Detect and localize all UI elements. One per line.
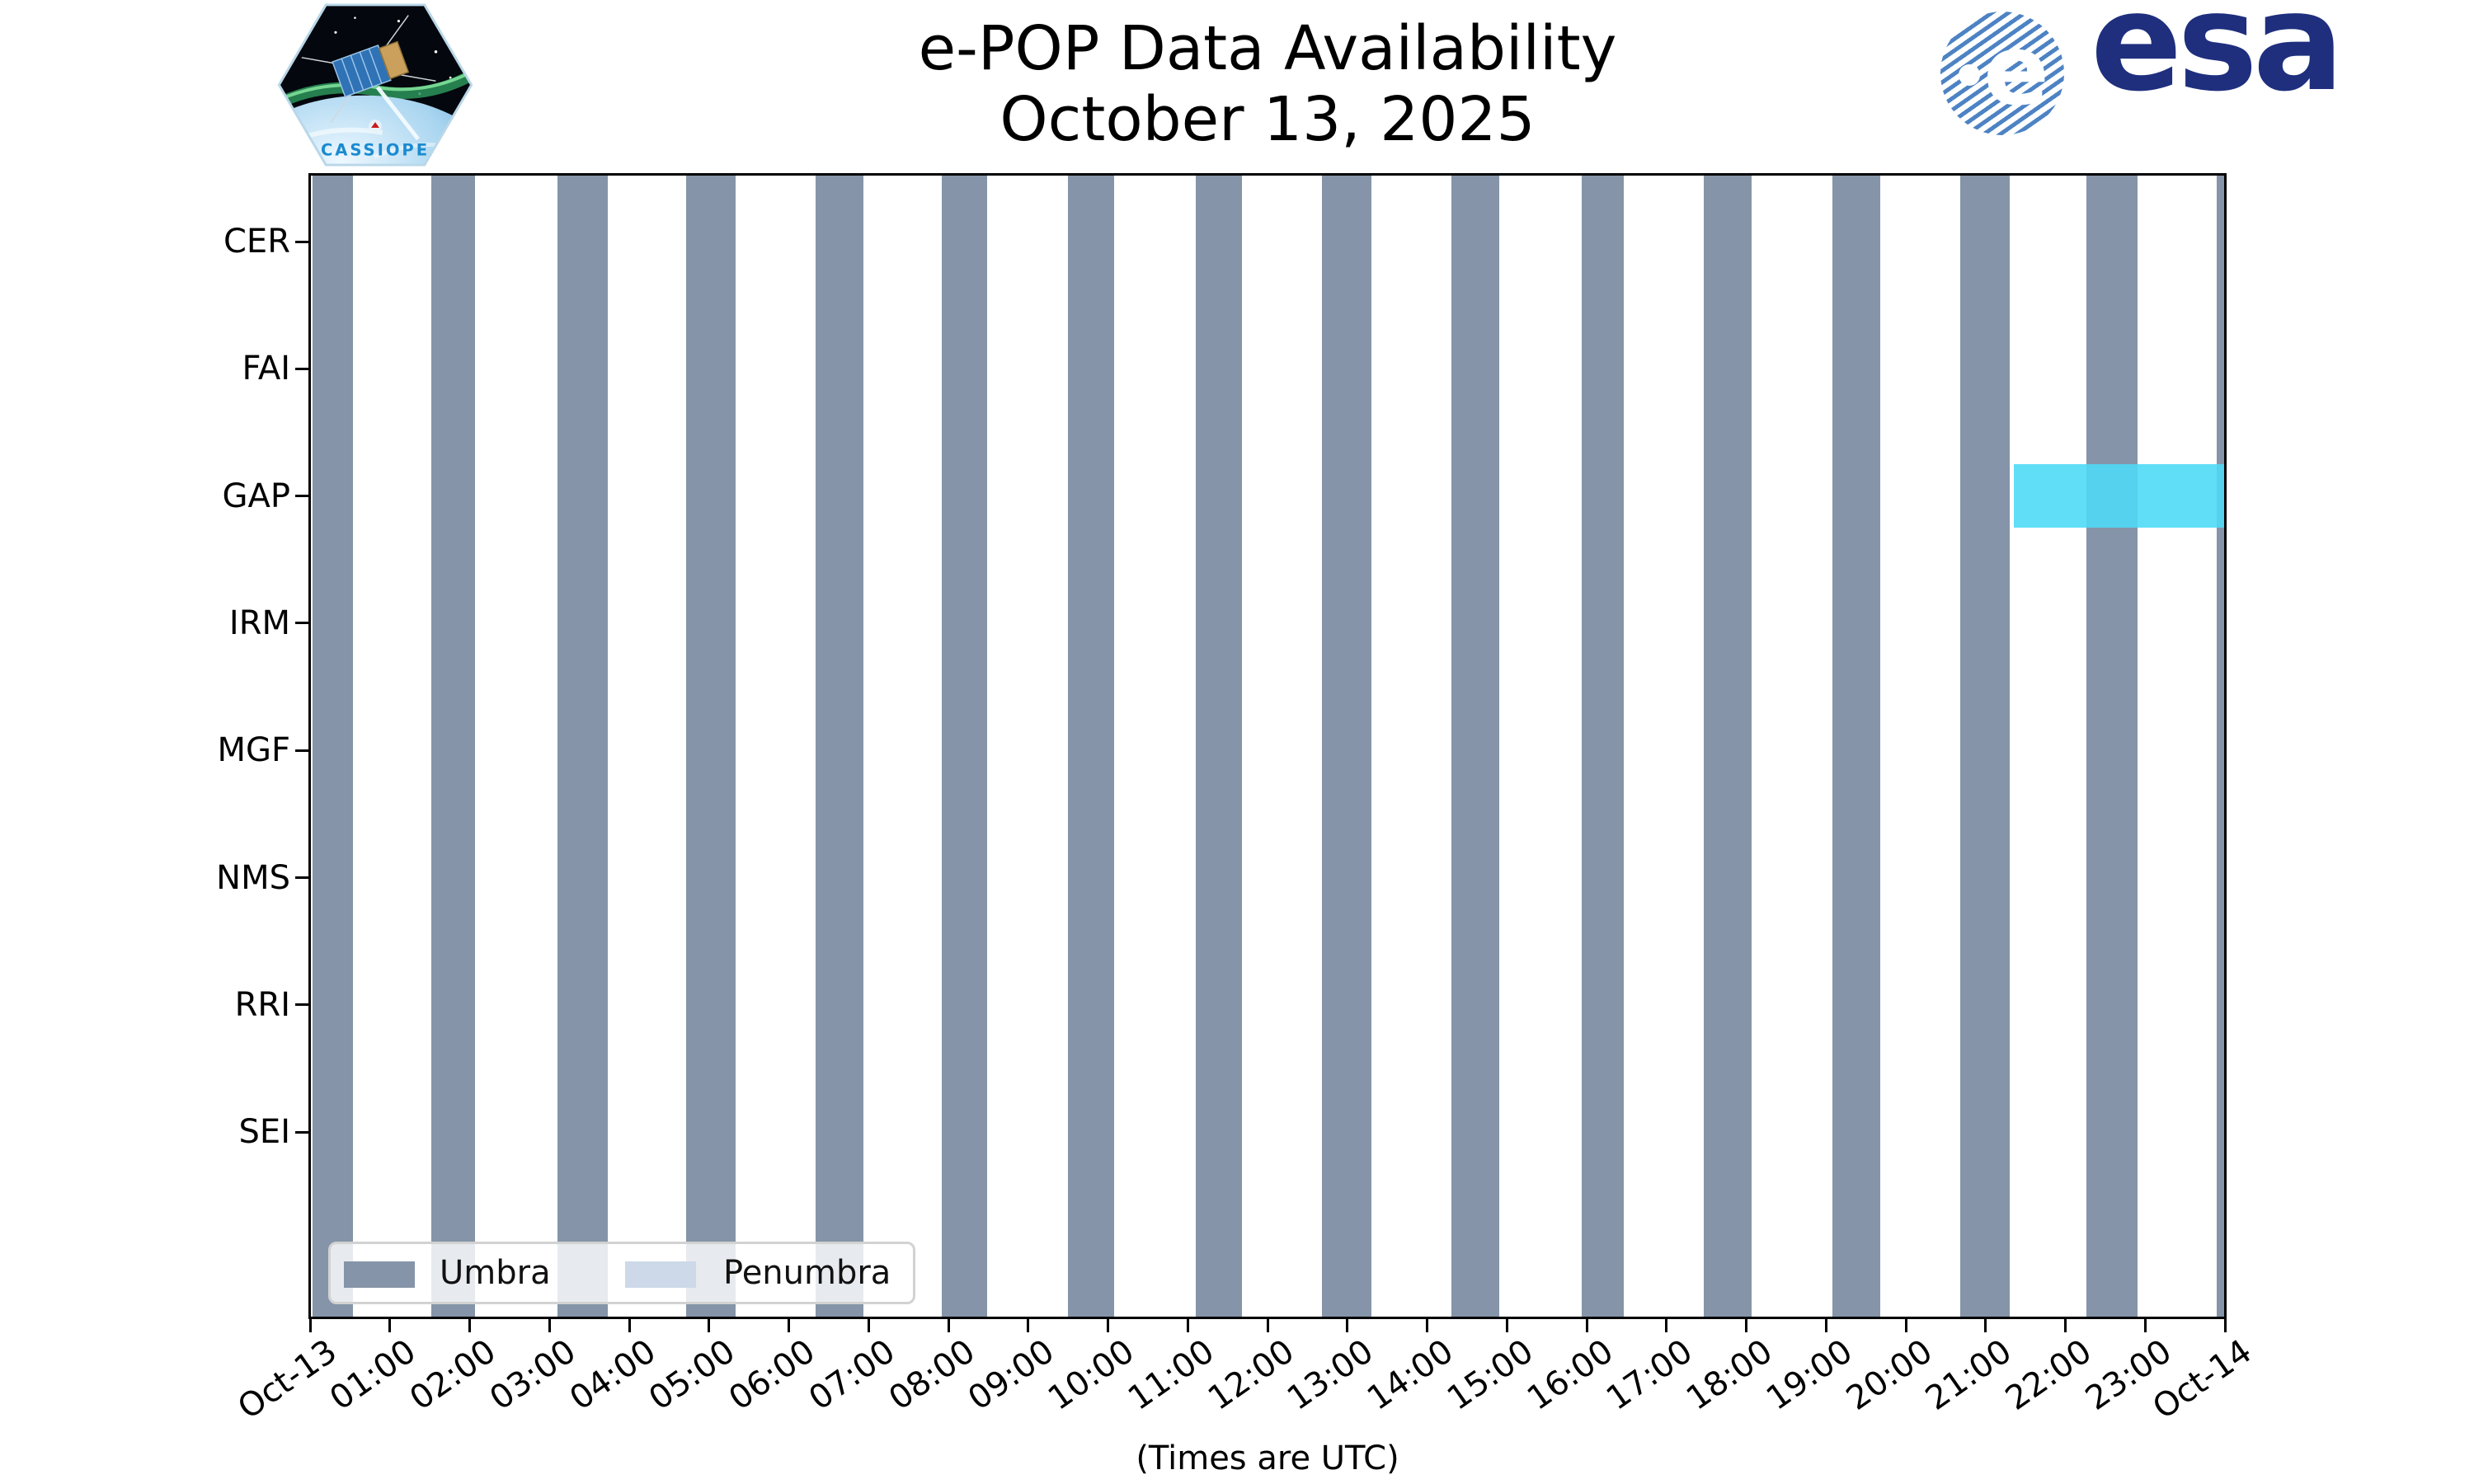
cassiope-patch-label: CASSIOPE [321,140,430,159]
y-axis-tick [295,495,308,498]
umbra-bar [2217,176,2225,1317]
x-tick-label: 08:00 [882,1332,982,1418]
x-axis-tick [1984,1319,1987,1332]
x-axis-tick [1585,1319,1588,1332]
x-tick-label: Oct-13 [230,1332,344,1427]
x-axis-label: (Times are UTC) [1136,1439,1399,1477]
x-axis-tick [2223,1319,2227,1332]
y-axis-tick [295,749,308,752]
esa-wordmark: esa [2091,0,2345,121]
x-tick-label: 07:00 [802,1332,902,1418]
x-tick-label: 11:00 [1121,1332,1221,1418]
x-axis-tick [1505,1319,1508,1332]
umbra-bar [313,176,353,1317]
esa-logo: e esa [1940,0,2345,148]
x-tick-label: 19:00 [1759,1332,1860,1418]
y-tick-label: MGF [217,731,290,770]
y-tick-label: CER [223,223,290,261]
x-tick-label: 09:00 [962,1332,1062,1418]
y-axis-tick [295,240,308,243]
chart-title-line2: October 13, 2025 [999,84,1536,155]
umbra-bar [686,176,736,1317]
x-axis-tick [2143,1319,2147,1332]
cassiope-mission-patch-icon: CASSIOPE [275,3,476,167]
x-tick-label: 17:00 [1600,1332,1700,1418]
umbra-bar [941,176,987,1317]
umbra-bar [1832,176,1881,1317]
legend-label-umbra: Umbra [440,1254,551,1292]
x-axis-tick [1107,1319,1109,1332]
x-tick-label: 21:00 [1919,1332,2020,1418]
x-axis-tick [468,1319,471,1332]
x-axis-tick [2064,1319,2067,1332]
x-axis-tick [1027,1319,1030,1332]
x-axis-tick [548,1319,551,1332]
umbra-bar [1581,176,1625,1317]
umbra-bar [1195,176,1243,1317]
y-tick-label: SEI [238,1113,290,1152]
x-axis-tick [708,1319,711,1332]
chart-title: e-POP Data Availability October 13, 2025 [308,13,2227,155]
umbra-bar [1451,176,1499,1317]
x-axis-tick [1745,1319,1747,1332]
x-axis-tick [1904,1319,1907,1332]
y-axis-tick [295,1003,308,1007]
x-tick-label: 16:00 [1520,1332,1620,1418]
x-tick-label: 15:00 [1440,1332,1540,1418]
y-tick-label: IRM [228,603,290,642]
x-tick-label: 10:00 [1042,1332,1141,1418]
x-tick-label: 22:00 [1999,1332,2099,1418]
umbra-bar [1322,176,1371,1317]
legend-label-penumbra: Penumbra [723,1254,891,1292]
x-axis-tick [308,1319,312,1332]
x-axis-tick [1346,1319,1349,1332]
x-axis-tick [628,1319,631,1332]
umbra-bar [2086,176,2138,1317]
umbra-bar [1703,176,1752,1317]
esa-globe-dot-icon [1959,64,1980,86]
x-tick-label: 06:00 [722,1332,822,1418]
y-axis-tick [295,1130,308,1134]
x-tick-label: 12:00 [1201,1332,1301,1418]
x-tick-label: 02:00 [403,1332,503,1418]
y-axis-tick [295,367,308,370]
y-tick-label: NMS [216,858,290,897]
umbra-bar [1960,176,2010,1317]
umbra-bar [557,176,609,1317]
x-axis-tick [388,1319,392,1332]
legend-swatch-umbra-icon [344,1261,415,1288]
x-tick-label: 20:00 [1839,1332,1940,1418]
x-axis-tick [1665,1319,1668,1332]
x-tick-label: 13:00 [1281,1332,1381,1418]
x-tick-label: 18:00 [1680,1332,1780,1418]
umbra-bar [430,176,475,1317]
umbra-bar [815,176,863,1317]
y-tick-label: FAI [242,350,291,388]
x-tick-label: 04:00 [562,1332,663,1418]
x-axis-tick [1824,1319,1827,1332]
x-tick-label: 14:00 [1361,1332,1460,1418]
x-axis-tick [1266,1319,1269,1332]
x-axis-tick [947,1319,950,1332]
umbra-bar [1068,176,1115,1317]
esa-globe-letter: e [1983,13,2050,127]
x-axis-tick [1186,1319,1189,1332]
x-axis-tick [788,1319,790,1332]
x-axis-tick [1426,1319,1428,1332]
legend-swatch-penumbra-icon [625,1261,696,1288]
chart-title-line1: e-POP Data Availability [918,13,1617,84]
availability-bar [2013,464,2225,528]
x-tick-label: 03:00 [482,1332,583,1418]
y-axis-tick [295,876,308,879]
legend: Umbra Penumbra [328,1242,915,1304]
x-tick-label: 01:00 [323,1332,424,1418]
esa-globe-icon: e [1940,12,2064,135]
y-tick-label: RRI [234,985,290,1024]
x-tick-label: 05:00 [642,1332,743,1418]
y-tick-label: GAP [222,477,290,515]
x-axis-tick [867,1319,870,1332]
y-axis-tick [295,622,308,625]
